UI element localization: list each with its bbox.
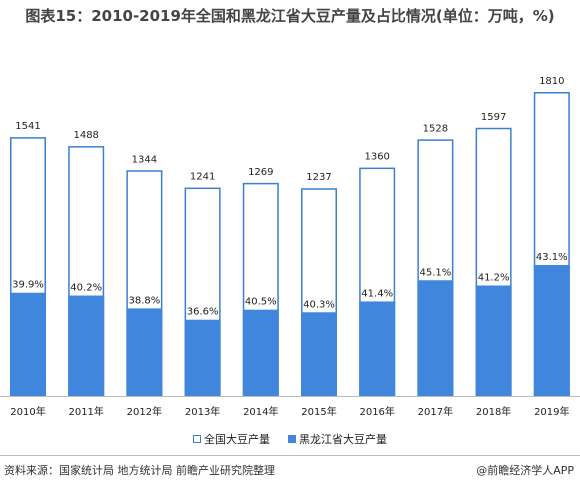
- value-label-share-0: 39.9%: [12, 280, 44, 291]
- chart-title: 图表15：2010-2019年全国和黑龙江省大豆产量及占比情况(单位：万吨，%): [25, 7, 555, 25]
- bar-heilongjiang-3: [184, 319, 221, 396]
- bar-heilongjiang-5: [301, 312, 337, 396]
- x-tick-label-2: 2012年: [127, 405, 162, 418]
- value-label-national-7: 1528: [423, 123, 448, 134]
- brand-label: @前瞻经济学人APP: [476, 464, 574, 477]
- x-tick-label-5: 2015年: [301, 405, 336, 418]
- x-tick-label-3: 2013年: [185, 405, 220, 418]
- value-label-share-7: 45.1%: [420, 267, 452, 278]
- legend-swatch-national: [193, 435, 201, 443]
- bar-heilongjiang-1: [68, 295, 105, 396]
- value-label-national-0: 1541: [15, 121, 40, 132]
- x-tick-label-9: 2019年: [534, 405, 569, 418]
- legend-item-national: 全国大豆产量: [193, 431, 270, 447]
- value-label-share-9: 43.1%: [536, 252, 568, 263]
- legend-label-national: 全国大豆产量: [204, 433, 270, 446]
- legend-item-heilongjiang: 黑龙江省大豆产量: [288, 431, 387, 447]
- x-tick-label-7: 2017年: [418, 405, 453, 418]
- value-label-national-8: 1597: [481, 112, 506, 123]
- legend-label-heilongjiang: 黑龙江省大豆产量: [299, 433, 387, 446]
- legend: 全国大豆产量 黑龙江省大豆产量: [0, 431, 580, 447]
- value-label-national-6: 1360: [364, 152, 389, 163]
- value-label-national-4: 1269: [248, 167, 273, 178]
- footer-divider: [0, 455, 580, 456]
- source-note: 资料来源：国家统计局 地方统计局 前瞻产业研究院整理: [4, 464, 275, 477]
- bar-heilongjiang-4: [242, 309, 279, 396]
- value-label-share-3: 36.6%: [187, 307, 219, 318]
- x-tick-label-1: 2011年: [68, 405, 103, 418]
- bar-heilongjiang-2: [126, 308, 163, 396]
- value-label-share-8: 41.2%: [478, 272, 510, 283]
- bar-heilongjiang-7: [417, 280, 454, 396]
- value-label-share-5: 40.3%: [303, 299, 335, 310]
- bar-heilongjiang-6: [359, 301, 396, 396]
- value-label-share-1: 40.2%: [70, 283, 102, 294]
- bar-heilongjiang-8: [475, 285, 512, 396]
- x-tick-label-8: 2018年: [476, 405, 511, 418]
- x-tick-label-4: 2014年: [243, 405, 278, 418]
- bar-chart: 1541 39.9% 2010年 1488 40.2% 2011年 1344 38.8% 201…: [0, 76, 580, 418]
- value-label-national-1: 1488: [73, 130, 98, 141]
- x-tick-label-6: 2016年: [359, 405, 394, 418]
- value-label-national-9: 1810: [539, 76, 564, 87]
- bar-heilongjiang-0: [10, 292, 46, 396]
- value-label-national-3: 1241: [190, 172, 215, 183]
- value-label-share-4: 40.5%: [245, 297, 277, 308]
- value-label-national-5: 1237: [306, 172, 331, 183]
- value-label-share-6: 41.4%: [361, 288, 393, 299]
- bar-heilongjiang-9: [533, 264, 570, 396]
- x-tick-label-0: 2010年: [10, 405, 45, 418]
- legend-swatch-heilongjiang: [288, 435, 296, 443]
- value-label-share-2: 38.8%: [129, 295, 161, 306]
- value-label-national-2: 1344: [132, 154, 157, 165]
